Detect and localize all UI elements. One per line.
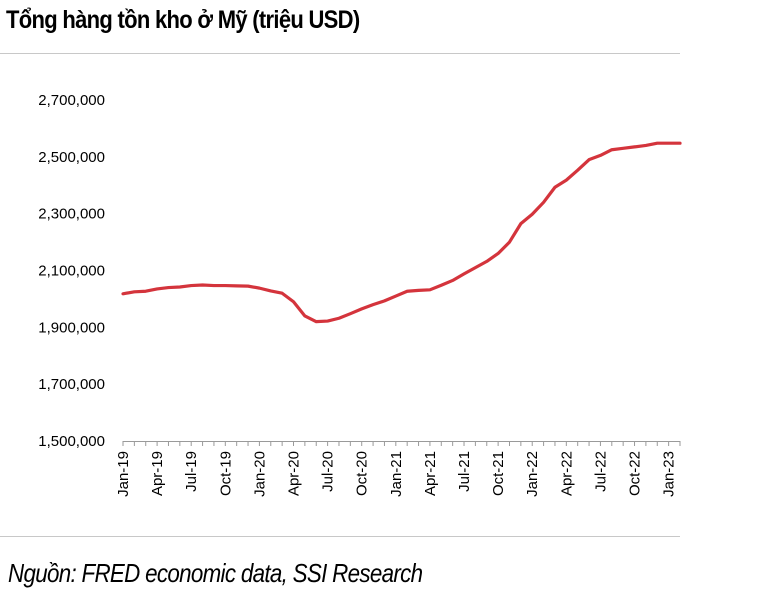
- x-tick-label: Jul-19: [183, 451, 200, 492]
- x-tick-label: Jul-22: [592, 451, 609, 492]
- source-note: Nguồn: FRED economic data, SSI Research: [8, 558, 423, 588]
- x-tick-label: Jan-19: [115, 451, 132, 497]
- y-tick-label: 2,500,000: [38, 149, 105, 166]
- x-tick-label: Jul-21: [456, 451, 473, 492]
- x-tick-label: Oct-20: [354, 451, 371, 496]
- x-tick-label: Jan-21: [388, 451, 405, 497]
- y-tick-label: 1,900,000: [38, 319, 105, 336]
- series-layer: [121, 141, 682, 324]
- y-tick-label: 1,500,000: [38, 433, 105, 450]
- x-tick-label: Jan-22: [524, 451, 541, 497]
- x-tick-label: Oct-22: [627, 451, 644, 496]
- y-axis: 1,500,000 1,700,000 1,900,000 2,100,000 2,30…: [38, 92, 105, 450]
- top-divider: [0, 53, 680, 54]
- x-tick-label: Jan-23: [661, 451, 678, 497]
- bottom-divider: [0, 536, 680, 537]
- y-tick-label: 2,300,000: [38, 206, 105, 223]
- y-tick-label: 2,100,000: [38, 263, 105, 280]
- x-tick-label: Apr-20: [286, 451, 303, 496]
- x-axis: Jan-19 Apr-19 Jul-19 Oct-19 Jan-20 Apr-20 Jul-…: [115, 441, 681, 497]
- inventory-line-chart: 1,500,000 1,700,000 1,900,000 2,100,000 2,30…: [38, 92, 682, 497]
- chart-title: Tổng hàng tồn kho ở Mỹ (triệu USD): [6, 6, 360, 34]
- x-tick-label: Apr-22: [558, 451, 575, 496]
- x-tick-label: Apr-21: [422, 451, 439, 496]
- x-tick-label: Oct-21: [490, 451, 507, 496]
- x-tick-label: Apr-19: [149, 451, 166, 496]
- x-tick-label: Oct-19: [217, 451, 234, 496]
- x-tick-label: Jan-20: [251, 451, 268, 497]
- y-tick-label: 1,700,000: [38, 376, 105, 393]
- inventory-series-line: [121, 141, 682, 324]
- y-tick-label: 2,700,000: [38, 92, 105, 109]
- x-tick-label: Jul-20: [320, 451, 337, 492]
